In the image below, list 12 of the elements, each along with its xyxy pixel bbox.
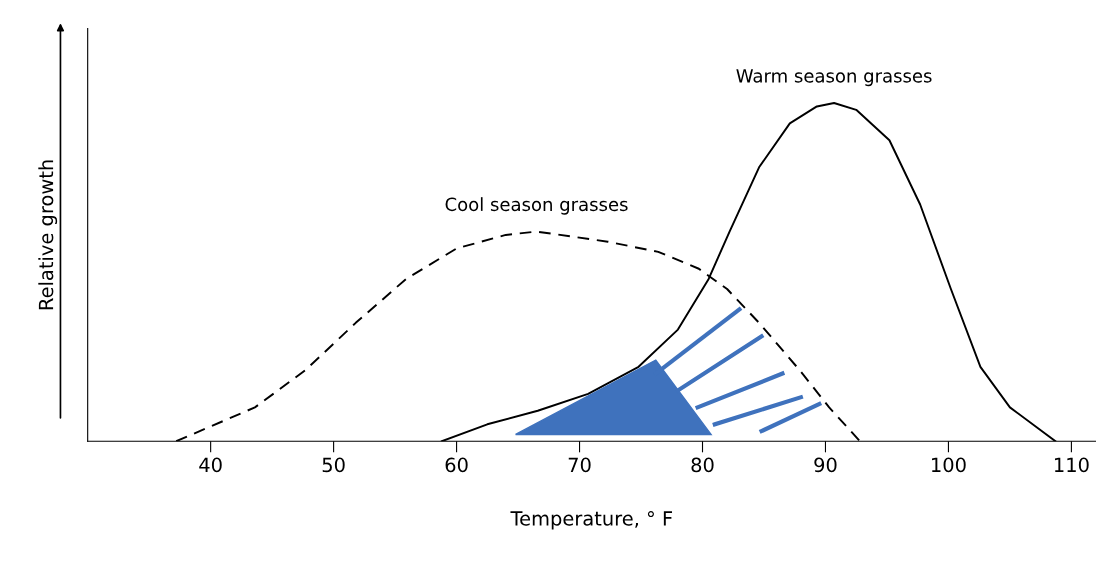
x-tick-label: 60 xyxy=(445,457,468,473)
x-axis-title: Temperature, ° F xyxy=(510,511,673,530)
x-tick-label: 100 xyxy=(932,457,966,473)
x-tick-label: 80 xyxy=(691,457,714,473)
x-tick-label: 90 xyxy=(814,457,837,473)
x-tick-label: 70 xyxy=(568,457,591,473)
series-label: Warm season grasses xyxy=(736,69,932,87)
y-axis-title: Relative growth xyxy=(38,160,58,310)
x-tick-label: 110 xyxy=(1054,457,1089,473)
series-label: Cool season grasses xyxy=(445,197,628,215)
x-tick-label: 40 xyxy=(199,457,222,473)
x-tick-label: 50 xyxy=(322,457,345,473)
